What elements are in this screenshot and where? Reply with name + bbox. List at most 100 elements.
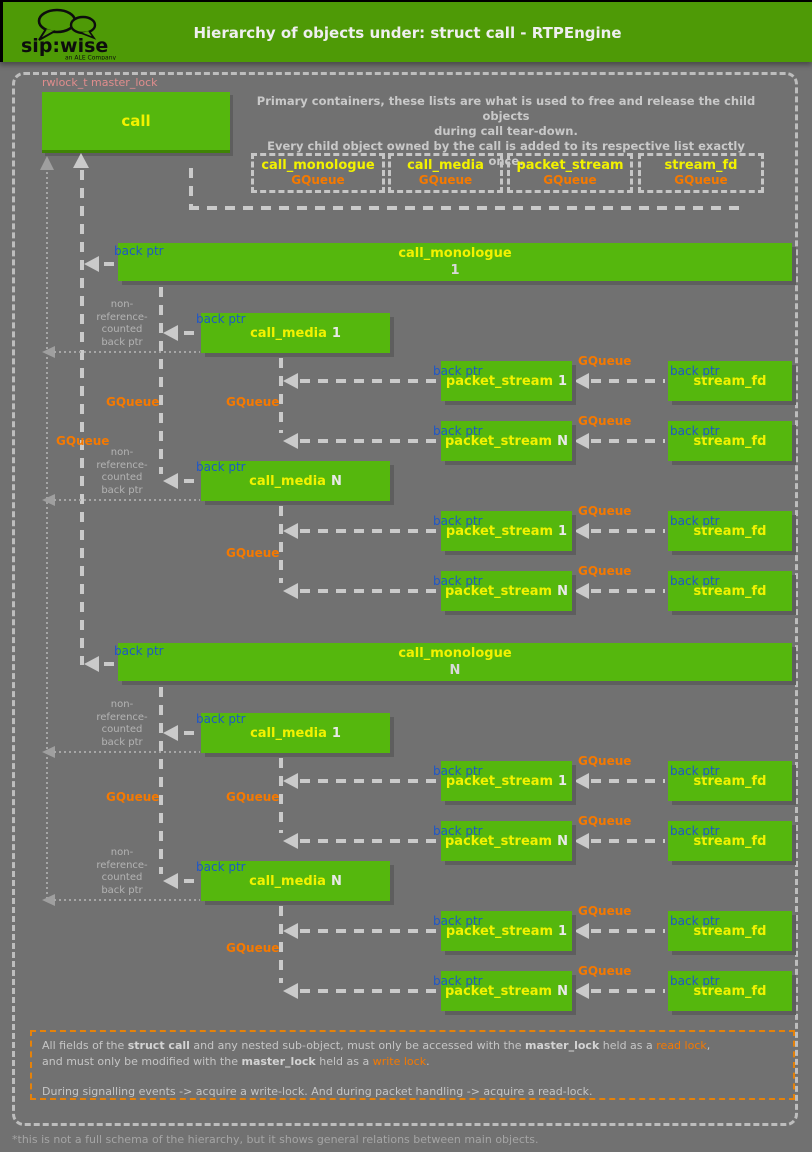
arrow-left-icon <box>283 983 298 999</box>
stream-fd-box: stream_fd <box>668 971 792 1011</box>
dashed-line <box>279 506 283 583</box>
node-title: packet_stream <box>444 583 553 599</box>
node-title: call_media <box>249 873 326 889</box>
stream-fd-box: stream_fd <box>668 821 792 861</box>
arrow-left-icon <box>574 983 589 999</box>
container-type: GQueue <box>543 173 597 187</box>
locking-note-line-2: and must only be modified with the maste… <box>42 1055 430 1068</box>
gqueue-label: GQueue <box>226 941 280 955</box>
node-index: 1 <box>331 725 341 741</box>
back-ptr-label: back ptr <box>114 244 164 258</box>
back-ptr-label: back ptr <box>433 364 483 378</box>
container-packet-stream: packet_stream GQueue <box>507 153 633 193</box>
arrow-left-icon <box>42 894 55 906</box>
intro-text: Primary containers, these lists are what… <box>250 94 762 169</box>
back-ptr-label: back ptr <box>433 574 483 588</box>
call-media-box: call_media 1 <box>201 713 390 753</box>
node-title: packet_stream <box>445 523 554 539</box>
call-media-box: call_media N <box>201 861 390 901</box>
arrow-left-icon <box>163 325 178 341</box>
non-ref-line: back ptr <box>101 884 143 896</box>
dashed-line <box>300 439 438 443</box>
node-index: N <box>557 833 568 849</box>
node-index: 1 <box>558 773 568 789</box>
intro-line-1: Primary containers, these lists are what… <box>256 94 756 123</box>
back-ptr-label: back ptr <box>196 860 246 874</box>
node-index: N <box>330 473 342 489</box>
dashed-line <box>300 839 438 843</box>
dashed-line <box>184 479 198 483</box>
non-ref-line: reference- <box>96 311 148 323</box>
dashed-line <box>300 779 438 783</box>
gqueue-label: GQueue <box>578 814 632 828</box>
dashed-line <box>159 287 163 474</box>
back-ptr-label: back ptr <box>670 764 720 778</box>
node-title: stream_fd <box>693 833 767 849</box>
back-ptr-label: back ptr <box>670 424 720 438</box>
gqueue-label: GQueue <box>578 904 632 918</box>
gqueue-label: GQueue <box>106 395 160 409</box>
stream-fd-box: stream_fd <box>668 361 792 401</box>
arrow-left-icon <box>84 256 99 272</box>
header-bar: sip:wise an ALE Company Hierarchy of obj… <box>0 0 812 62</box>
arrow-left-icon <box>574 523 589 539</box>
dashed-line <box>300 589 438 593</box>
node-title: stream_fd <box>693 373 767 389</box>
non-ref-line: counted <box>101 472 143 483</box>
container-call-media: call_media GQueue <box>388 153 503 193</box>
back-ptr-label: back ptr <box>114 644 164 658</box>
node-index: N <box>330 873 342 889</box>
non-ref-line: back ptr <box>101 484 143 496</box>
node-title: call_monologue <box>398 246 512 261</box>
dashed-line <box>184 731 198 735</box>
node-title: packet_stream <box>445 773 554 789</box>
gqueue-label: GQueue <box>106 790 160 804</box>
stream-fd-box: stream_fd <box>668 571 792 611</box>
dashed-line <box>184 879 198 883</box>
node-title: call_media <box>249 473 326 489</box>
back-ptr-label: back ptr <box>433 424 483 438</box>
call-media-box: call_media N <box>201 461 390 501</box>
node-title: stream_fd <box>693 773 767 789</box>
arrow-left-icon <box>574 923 589 939</box>
node-index: N <box>449 663 461 678</box>
packet-stream-box: packet_stream N <box>441 821 572 861</box>
dashed-line <box>279 906 283 983</box>
dashed-line <box>80 170 84 665</box>
packet-stream-box: packet_stream 1 <box>441 911 572 951</box>
container-name: call_monologue <box>261 158 375 173</box>
container-name: call_media <box>407 158 484 173</box>
node-title: packet_stream <box>445 373 554 389</box>
arrow-up-icon <box>73 153 89 168</box>
non-ref-line: non- <box>110 299 134 310</box>
dashed-line <box>300 989 438 993</box>
node-title: packet_stream <box>445 923 554 939</box>
non-ref-note: non- reference- counted back ptr <box>88 447 156 497</box>
arrow-left-icon <box>283 773 298 789</box>
non-ref-line: counted <box>101 872 143 883</box>
dashed-line <box>300 929 438 933</box>
dashed-line <box>591 839 665 843</box>
gqueue-label: GQueue <box>578 354 632 368</box>
node-title: call_media <box>250 725 327 741</box>
non-ref-note: non- reference- counted back ptr <box>88 847 156 897</box>
gqueue-label: GQueue <box>578 414 632 428</box>
non-ref-line: non- <box>110 699 134 710</box>
non-ref-line: counted <box>101 324 143 335</box>
node-title: stream_fd <box>693 583 767 599</box>
footnote: *this is not a full schema of the hierar… <box>12 1133 539 1146</box>
intro-line-2: during call tear-down. <box>434 124 578 138</box>
arrow-left-icon <box>163 873 178 889</box>
dashed-line <box>189 206 741 210</box>
dashed-line <box>591 929 665 933</box>
dotted-line <box>46 172 48 902</box>
stream-fd-box: stream_fd <box>668 761 792 801</box>
arrow-left-icon <box>283 833 298 849</box>
arrow-left-icon <box>574 373 589 389</box>
back-ptr-label: back ptr <box>196 460 246 474</box>
node-title: packet_stream <box>444 433 553 449</box>
node-index: N <box>557 583 568 599</box>
gqueue-label: GQueue <box>578 564 632 578</box>
arrow-left-icon <box>283 373 298 389</box>
